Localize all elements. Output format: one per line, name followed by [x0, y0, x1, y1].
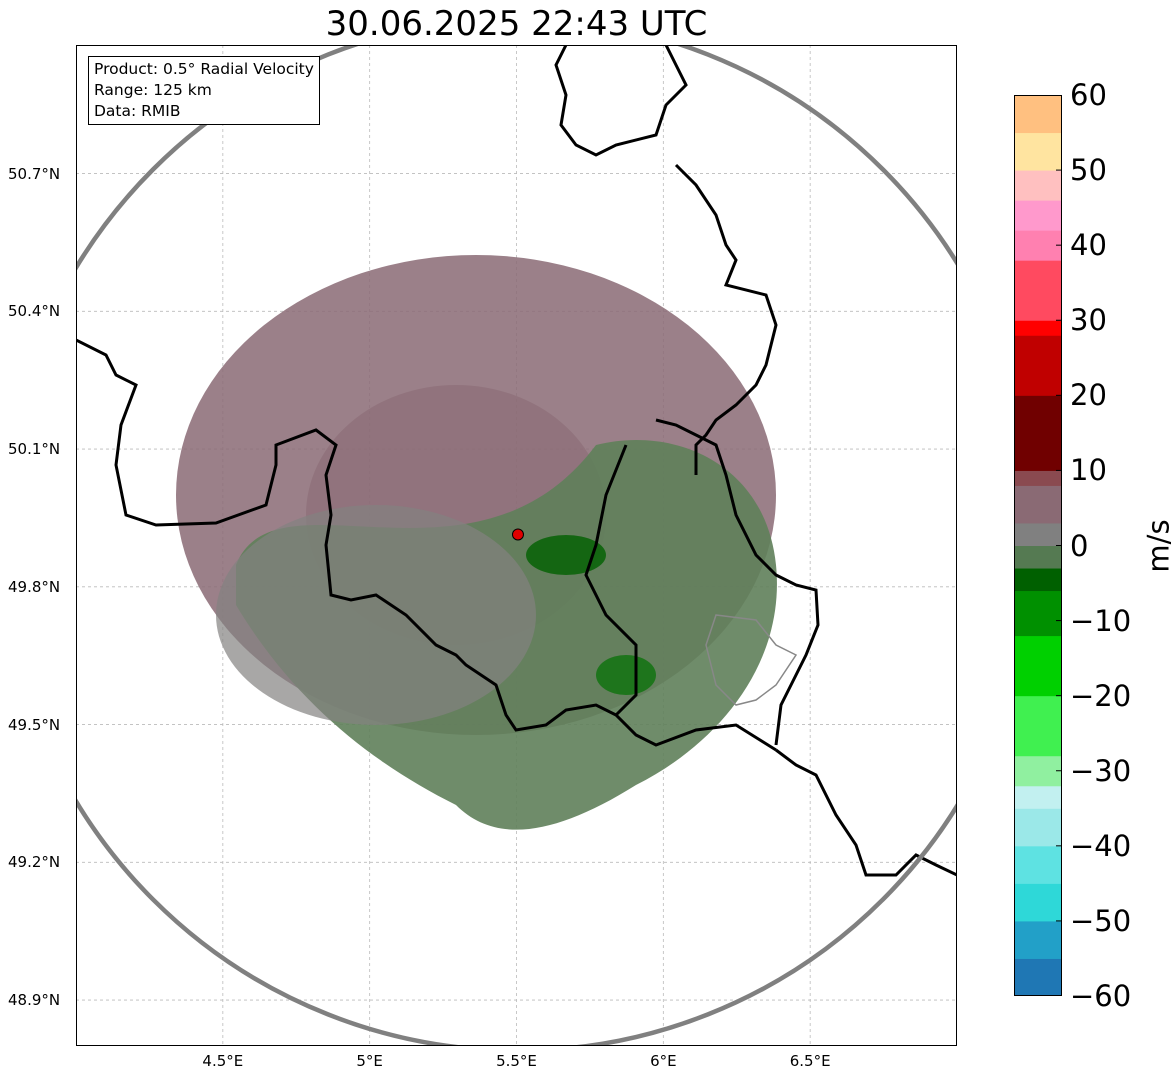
colorbar-segment	[1014, 200, 1062, 231]
lon-tick-label: 6°E	[650, 1052, 677, 1070]
colorbar-tick-label: −60	[1070, 979, 1132, 1013]
lon-tick-label: 5°E	[356, 1052, 383, 1070]
colorbar-segment	[1014, 808, 1062, 847]
colorbar-segment	[1014, 170, 1062, 201]
product-info-box: Product: 0.5° Radial Velocity Range: 125…	[88, 56, 320, 125]
border-belgium-lux-west	[76, 338, 777, 752]
colorbar-segment	[1014, 485, 1062, 524]
lat-tick-label: 49.2°N	[8, 853, 61, 872]
colorbar-segment	[1014, 470, 1062, 486]
strong-approaching-cell	[526, 535, 606, 575]
colorbar-tick-label: −30	[1070, 753, 1132, 788]
colorbar-tick-label: −40	[1070, 828, 1132, 863]
regional-borders	[705, 614, 798, 706]
colorbar-segment	[1014, 845, 1062, 884]
colorbar-tick-label: 0	[1070, 528, 1089, 563]
colorbar-segment	[1014, 522, 1062, 546]
neutral-echo-region	[216, 505, 536, 725]
colorbar-segment	[1014, 230, 1062, 261]
colorbar-segment	[1014, 132, 1062, 171]
colorbar-tick-label: −20	[1070, 678, 1132, 713]
colorbar-segment	[1014, 545, 1062, 569]
range-line: Range: 125 km	[94, 81, 212, 99]
colorbar-segment	[1014, 785, 1062, 809]
lat-tick-label: 49.5°N	[8, 715, 61, 734]
colorbar-tick-label: 10	[1070, 453, 1107, 488]
lon-tick-label: 6.5°E	[789, 1052, 831, 1070]
product-line: Product: 0.5° Radial Velocity	[94, 60, 314, 78]
colorbar-segment	[1014, 395, 1062, 471]
colorbar-segment	[1014, 590, 1062, 637]
map-border	[76, 45, 957, 1046]
colorbar-segment	[1014, 883, 1062, 922]
colorbar-tick-label: −10	[1070, 603, 1132, 638]
colorbar-unit: m/s	[1141, 519, 1171, 573]
colorbar-tick-label: 20	[1070, 378, 1107, 413]
lon-tick-label: 5.5°E	[496, 1052, 537, 1070]
radar-site-marker	[511, 528, 524, 541]
velocity-colorbar	[1014, 95, 1062, 996]
border-lux-france	[584, 444, 638, 717]
colorbar-segment	[1014, 260, 1062, 321]
colorbar-tick-label: 50	[1070, 153, 1107, 188]
colorbar-tick-label: −50	[1070, 903, 1132, 938]
lat-tick-label: 49.8°N	[8, 577, 61, 596]
colorbar-tick-label: 30	[1070, 303, 1107, 338]
border-germany-east	[554, 45, 778, 475]
map-title: 30.06.2025 22:43 UTC	[325, 4, 708, 44]
lat-tick-label: 48.9°N	[8, 991, 61, 1010]
colorbar-tick-label: 40	[1070, 228, 1107, 263]
colorbar-segment	[1014, 958, 1062, 996]
border-germany-france	[775, 748, 957, 877]
radar-map	[76, 45, 957, 1046]
colorbar-segment	[1014, 335, 1062, 396]
colorbar-segment	[1014, 695, 1062, 757]
strong-approaching-cell-2	[596, 655, 656, 695]
colorbar-segment	[1014, 755, 1062, 787]
velocity-echoes	[176, 255, 777, 830]
lat-tick-label: 50.4°N	[8, 302, 61, 321]
colorbar-tick-label: 60	[1070, 78, 1107, 112]
colorbar-segment	[1014, 320, 1062, 336]
lat-tick-label: 50.7°N	[8, 164, 61, 183]
lon-tick-label: 4.5°E	[202, 1052, 244, 1070]
lat-tick-label: 50.1°N	[8, 440, 61, 459]
colorbar-segment	[1014, 568, 1062, 592]
colorbar-segment	[1014, 95, 1062, 134]
colorbar-segment	[1014, 635, 1062, 697]
source-line: Data: RMIB	[94, 102, 181, 120]
colorbar-segment	[1014, 920, 1062, 959]
national-borders	[76, 45, 957, 877]
